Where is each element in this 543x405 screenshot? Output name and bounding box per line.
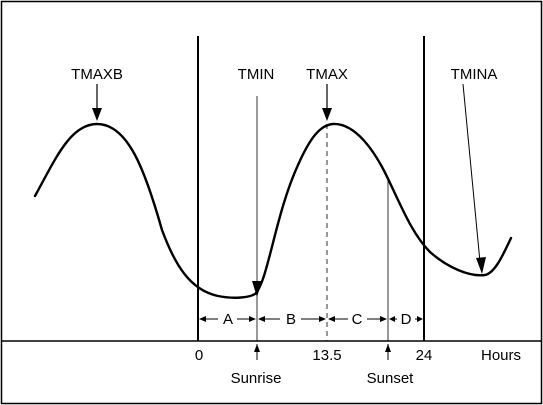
tick-0-label: 0 [195,347,203,364]
tmax-arrow [322,84,332,121]
tmin-arrow [252,281,262,297]
segment-a-label: A [223,311,233,328]
tmaxb-arrow [92,84,102,121]
hours-label: Hours [481,347,521,364]
tmin-label: TMIN [238,66,275,83]
sunrise-marker [254,344,260,360]
segment-c-label: C [352,311,363,328]
tick-13-5-label: 13.5 [312,347,341,364]
tmina-arrow [462,83,486,274]
segment-b-label: B [286,311,296,328]
interval-d [389,316,423,322]
temperature-curve [33,122,513,299]
tmaxb-label: TMAXB [71,66,123,83]
sunset-marker [385,344,391,360]
segment-d-label: D [401,311,412,328]
sunset-label: Sunset [367,370,415,387]
tmina-label: TMINA [451,66,498,83]
interval-a [199,316,256,322]
sunrise-label: Sunrise [231,370,282,387]
tmax-label: TMAX [306,66,348,83]
interval-b [258,316,326,322]
tick-24-label: 24 [416,347,433,364]
interval-c [328,316,387,322]
